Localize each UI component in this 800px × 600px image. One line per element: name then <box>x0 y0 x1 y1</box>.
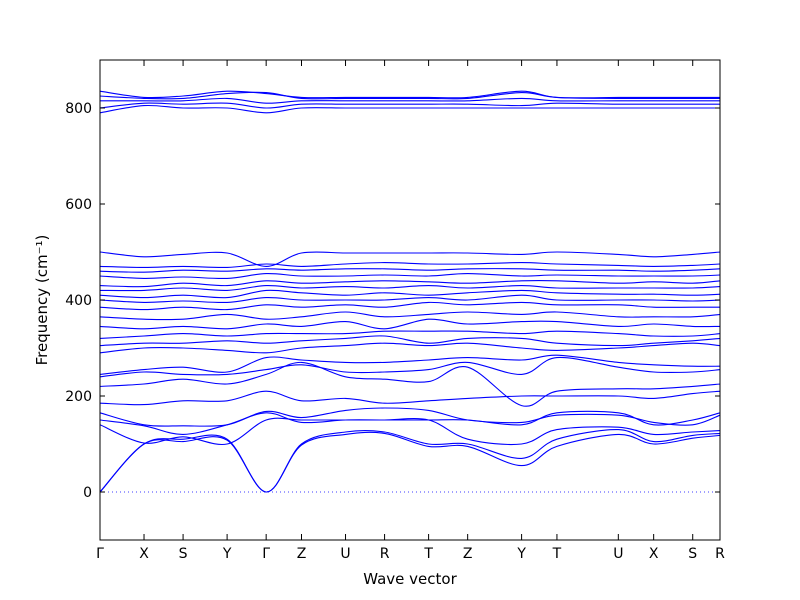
plot-frame <box>99 59 721 541</box>
band-line-22 <box>99 262 721 269</box>
band-line-25 <box>99 102 720 109</box>
x-tick-label: Z <box>297 546 307 562</box>
x-tick-label: Γ <box>96 546 104 562</box>
y-ticks: 0 200 400 600 800 <box>65 101 720 501</box>
band-line-1 <box>99 431 721 493</box>
x-tick-label: Y <box>222 546 232 562</box>
band-line-27 <box>99 91 720 100</box>
band-line-2 <box>99 429 721 493</box>
x-tick-label: X <box>649 546 659 562</box>
x-tick-label: Y <box>516 546 526 562</box>
band-line-10 <box>99 342 721 354</box>
x-axis-title: Wave vector <box>363 570 457 588</box>
band-line-6 <box>99 390 721 406</box>
band-lines <box>99 90 721 493</box>
x-tick-label: S <box>688 546 697 562</box>
band-line-20 <box>99 273 721 280</box>
x-tick-label: R <box>715 546 725 562</box>
x-tick-label: R <box>380 546 390 562</box>
band-line-12 <box>99 330 721 339</box>
y-tick-label: 800 <box>65 101 92 117</box>
band-line-15 <box>99 301 720 311</box>
band-line-17 <box>99 289 721 299</box>
x-tick-label: Γ <box>262 546 270 562</box>
y-tick-label: 200 <box>65 389 92 405</box>
band-line-26 <box>99 97 720 104</box>
x-tick-label: Z <box>463 546 473 562</box>
band-line-18 <box>99 285 721 292</box>
band-line-5 <box>99 407 721 427</box>
band-line-16 <box>99 294 721 304</box>
y-tick-label: 600 <box>65 197 92 213</box>
y-axis-title: Frequency (cm⁻¹) <box>33 235 51 366</box>
band-line-7 <box>99 361 721 407</box>
band-line-23 <box>99 251 721 267</box>
x-tick-label: X <box>139 546 149 562</box>
band-line-21 <box>99 268 721 273</box>
band-line-3 <box>99 417 721 446</box>
band-line-13 <box>99 318 721 330</box>
x-tick-label: U <box>340 546 350 562</box>
y-tick-label: 400 <box>65 293 92 309</box>
x-tick-label: U <box>613 546 623 562</box>
band-line-19 <box>99 279 721 288</box>
band-line-8 <box>99 357 721 378</box>
x-tick-label: T <box>423 546 433 562</box>
x-tick-label: S <box>179 546 188 562</box>
band-line-9 <box>99 354 721 375</box>
band-line-28 <box>99 90 720 99</box>
x-tick-label: T <box>552 546 562 562</box>
band-line-14 <box>99 311 721 321</box>
band-line-11 <box>99 335 721 347</box>
y-tick-label: 0 <box>83 485 92 501</box>
band-line-24 <box>99 104 720 114</box>
